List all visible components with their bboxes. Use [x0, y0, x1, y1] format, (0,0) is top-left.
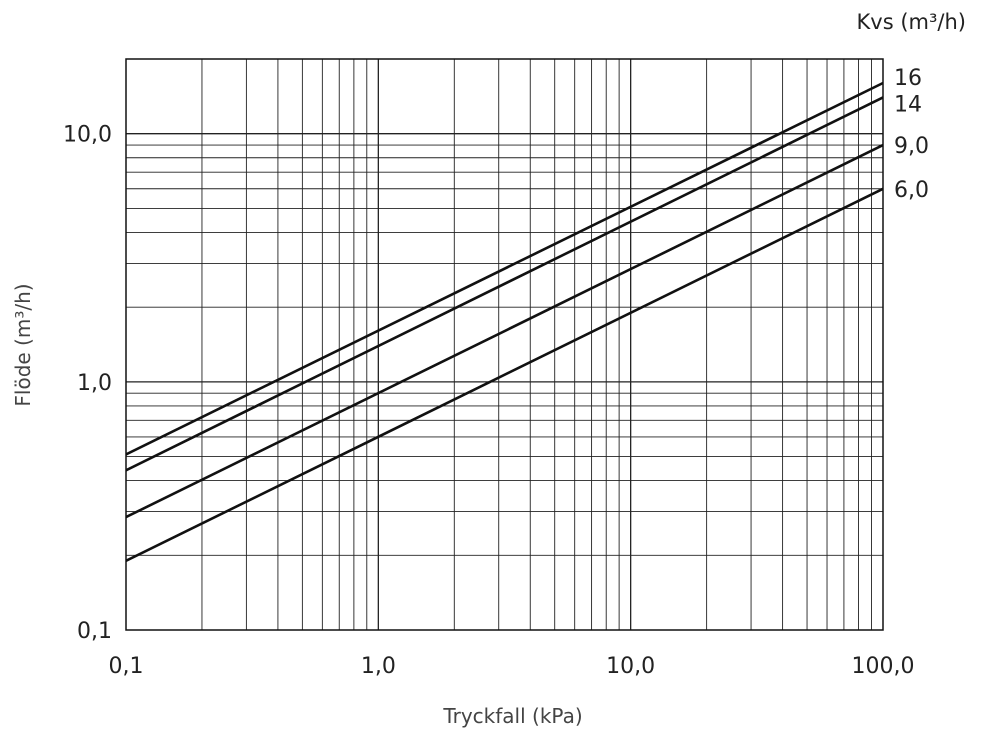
y-tick-label: 0,1 [77, 619, 112, 644]
legend-title: Kvs (m³/h) [857, 10, 966, 34]
series-label: 6,0 [894, 178, 929, 203]
x-tick-label: 100,0 [852, 654, 915, 679]
series-line-1 [125, 81, 884, 456]
x-tick-labels: 0,1 1,0 10,0 100,0 [109, 654, 915, 679]
series-line-4 [125, 187, 884, 562]
y-tick-labels: 0,1 1,0 10,0 [63, 123, 112, 644]
series-lines [125, 81, 884, 562]
y-tick-label: 1,0 [77, 371, 112, 396]
x-tick-label: 0,1 [109, 654, 144, 679]
x-tick-label: 10,0 [606, 654, 655, 679]
series-line-3 [125, 143, 884, 519]
x-tick-label: 1,0 [361, 654, 396, 679]
y-axis-label: Flöde (m³/h) [11, 283, 35, 406]
plot-frame [125, 58, 884, 631]
series-label: 9,0 [894, 134, 929, 159]
y-tick-label: 10,0 [63, 123, 112, 148]
grid [126, 59, 883, 630]
x-axis-label: Tryckfall (kPa) [442, 704, 582, 728]
series-label: 14 [894, 92, 922, 117]
series-label: 16 [894, 66, 922, 91]
series-line-2 [125, 96, 884, 472]
